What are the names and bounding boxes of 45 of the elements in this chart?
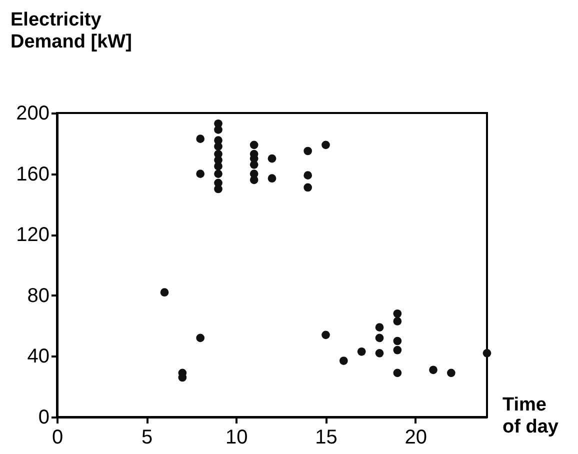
y-tick-label: 0 [38,406,50,428]
point [393,317,402,326]
x-tick-label: 20 [404,426,427,448]
point [482,348,492,358]
point [304,183,312,192]
point [214,142,222,151]
point [357,347,366,356]
x-tick-label: 10 [226,426,248,448]
point [196,134,205,144]
point [196,334,205,342]
point [322,330,330,340]
point [160,288,169,297]
point [268,154,276,163]
y-tick-label: 200 [16,102,50,124]
x-tick-label: 0 [52,426,64,448]
y-tick-label: 40 [27,346,50,368]
point [250,160,258,169]
point [214,184,222,194]
point [214,162,222,170]
point [393,309,402,318]
y-axis-title: Electricity Demand [kW] [10,10,132,52]
point [393,368,402,378]
point [446,368,456,378]
x-axis-title: Time of day [502,394,559,438]
point [322,140,330,150]
point [304,171,312,180]
point [250,140,258,150]
x-tick-label: 5 [142,426,153,448]
point [339,356,348,365]
y-tick-label: 80 [27,284,50,307]
point [304,146,312,156]
point [375,323,384,332]
point [429,366,438,374]
point [393,346,402,354]
y-tick-label: 120 [16,224,50,246]
point [250,176,258,184]
point [214,126,222,134]
point [375,334,384,342]
point [268,174,276,183]
x-tick-label: 15 [315,426,338,448]
point [393,336,402,346]
point [196,170,205,178]
y-tick-label: 160 [16,163,50,186]
point [375,348,384,358]
point [214,170,222,178]
